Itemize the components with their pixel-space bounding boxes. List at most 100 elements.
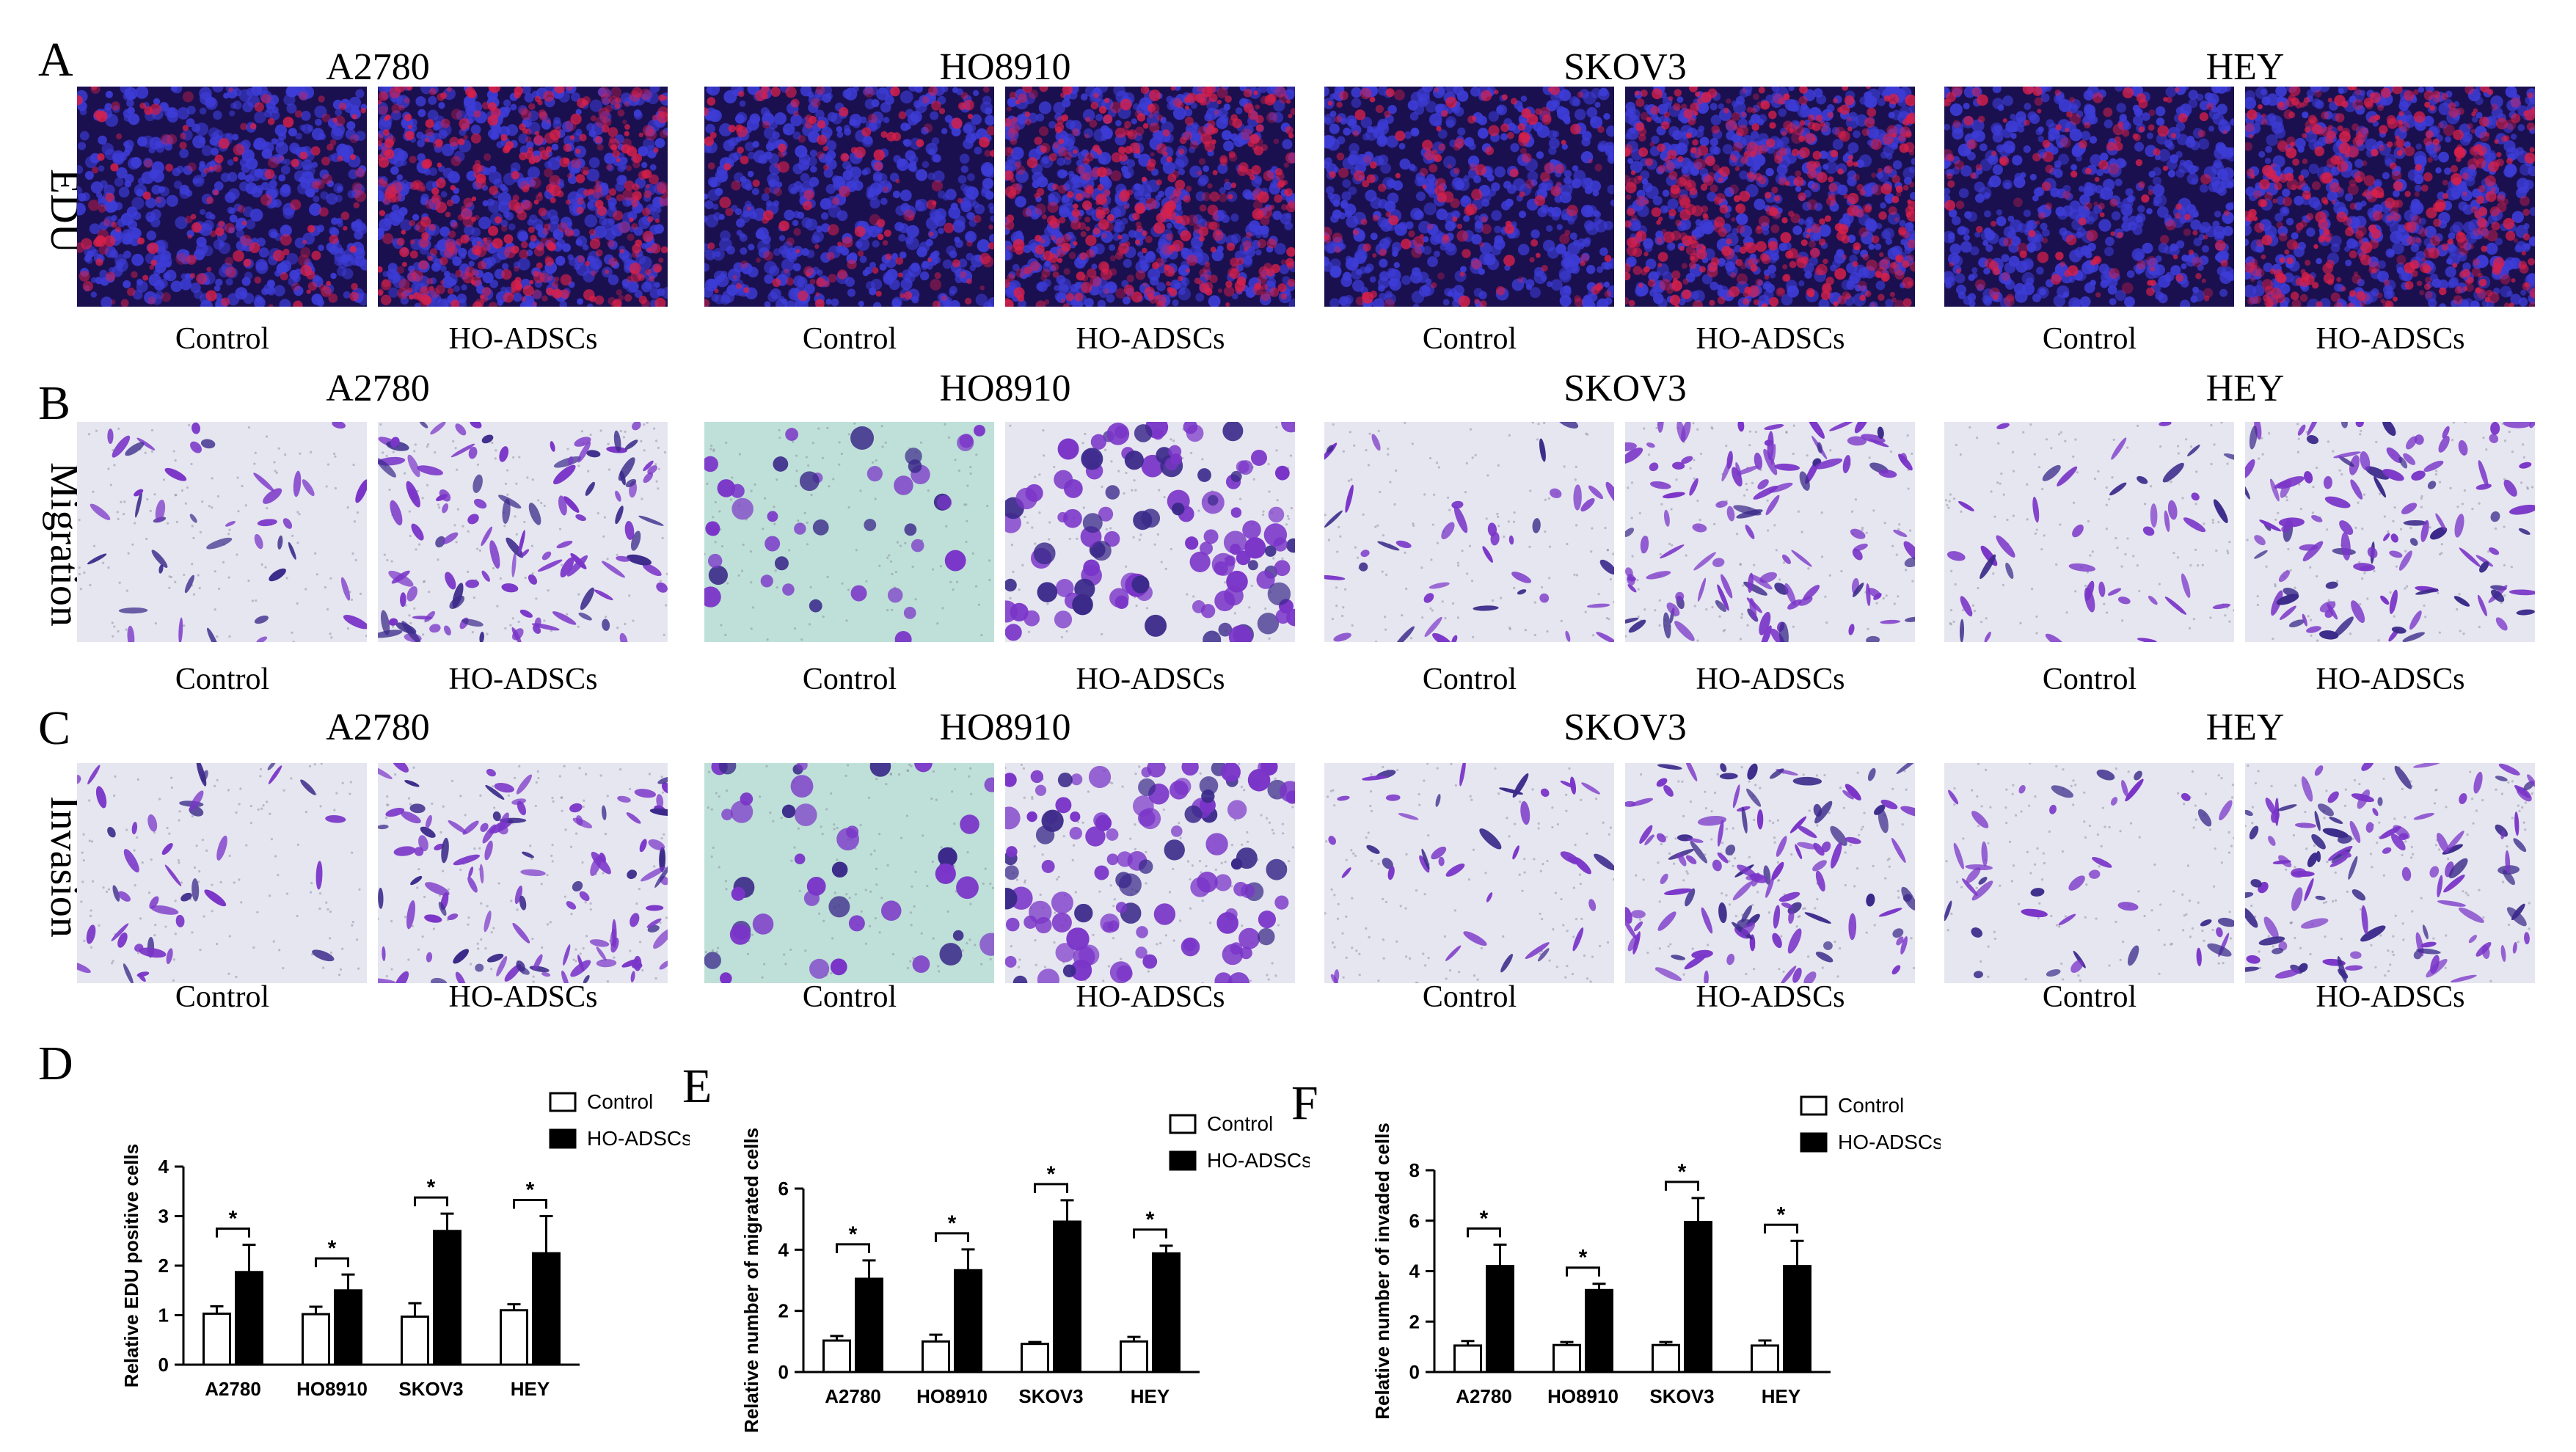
condition-label-ho-adscs: HO-ADSCs bbox=[1696, 980, 1845, 1014]
condition-label-control: Control bbox=[175, 322, 270, 356]
bar-control bbox=[1751, 1344, 1779, 1373]
significance-bracket bbox=[414, 1196, 448, 1207]
condition-label-ho-adscs: HO-ADSCs bbox=[2316, 663, 2465, 696]
significance-star: * bbox=[1777, 1203, 1786, 1227]
bar-control bbox=[202, 1312, 231, 1366]
micrograph-edu-a2780-ho-adscs bbox=[378, 87, 668, 307]
legend-swatch-ho-adscs bbox=[1169, 1150, 1197, 1171]
significance-bracket bbox=[513, 1199, 547, 1209]
x-tick-label: SKOV3 bbox=[398, 1378, 463, 1400]
condition-label-control: Control bbox=[1422, 663, 1517, 696]
bar-control bbox=[1652, 1343, 1680, 1373]
micrograph-migration-hey-control bbox=[1944, 422, 2234, 642]
significance-star: * bbox=[1579, 1246, 1588, 1270]
bar-ho-adscs bbox=[1486, 1265, 1514, 1373]
cell-line-title-a2780: A2780 bbox=[326, 368, 430, 409]
significance-star: * bbox=[1678, 1160, 1687, 1184]
y-tick-label: 8 bbox=[1409, 1159, 1420, 1181]
y-tick-label: 0 bbox=[1409, 1361, 1420, 1383]
significance-bracket bbox=[1566, 1266, 1600, 1277]
y-tick-label: 6 bbox=[1409, 1210, 1420, 1232]
condition-label-control: Control bbox=[1422, 322, 1517, 356]
bar-ho-adscs bbox=[855, 1277, 883, 1373]
y-tick-label: 0 bbox=[158, 1354, 169, 1376]
cell-line-title-hey: HEY bbox=[2205, 707, 2285, 748]
micrograph-invasion-a2780-control bbox=[77, 763, 367, 983]
cell-line-title-ho8910: HO8910 bbox=[939, 46, 1071, 88]
significance-bracket bbox=[1133, 1228, 1167, 1238]
significance-star: * bbox=[1047, 1162, 1056, 1186]
micrograph-invasion-skov3-ho-adscs bbox=[1625, 763, 1915, 983]
bar-control bbox=[922, 1340, 950, 1373]
x-tick-label: HO8910 bbox=[916, 1385, 988, 1407]
significance-bracket bbox=[1034, 1183, 1068, 1193]
significance-star: * bbox=[229, 1207, 238, 1231]
bar-control bbox=[1453, 1344, 1482, 1373]
cell-line-title-skov3: SKOV3 bbox=[1564, 707, 1687, 748]
significance-star: * bbox=[427, 1175, 436, 1200]
significance-star: * bbox=[526, 1178, 535, 1203]
legend-label-control: Control bbox=[1207, 1112, 1273, 1135]
significance-star: * bbox=[1480, 1206, 1489, 1230]
bar-control bbox=[822, 1339, 851, 1373]
micrograph-invasion-hey-ho-adscs bbox=[2245, 763, 2535, 983]
micrograph-edu-skov3-ho-adscs bbox=[1625, 87, 1915, 307]
panel-letter-a: A bbox=[38, 33, 73, 87]
micrograph-migration-hey-ho-adscs bbox=[2245, 422, 2535, 642]
condition-label-control: Control bbox=[175, 980, 270, 1014]
y-tick-label: 6 bbox=[778, 1178, 789, 1200]
micrograph-edu-hey-ho-adscs bbox=[2245, 87, 2535, 307]
x-tick-label: SKOV3 bbox=[1649, 1385, 1714, 1407]
legend-swatch-control bbox=[549, 1092, 577, 1112]
micrograph-edu-a2780-control bbox=[77, 87, 367, 307]
bar-control bbox=[500, 1309, 528, 1366]
x-tick-label: A2780 bbox=[1456, 1385, 1512, 1407]
legend-label-control: Control bbox=[1838, 1094, 1904, 1117]
condition-label-control: Control bbox=[2042, 663, 2137, 696]
condition-label-ho-adscs: HO-ADSCs bbox=[448, 980, 598, 1014]
condition-label-control: Control bbox=[2042, 980, 2137, 1014]
condition-label-control: Control bbox=[175, 663, 270, 696]
chart-invaded: 0 2 4 6 8 Relative number of invaded cells A27… bbox=[1371, 1094, 1941, 1420]
bar-ho-adscs bbox=[235, 1271, 263, 1366]
panel-letter-b: B bbox=[38, 376, 71, 430]
y-tick-label: 2 bbox=[158, 1255, 169, 1277]
micrograph-invasion-a2780-ho-adscs bbox=[378, 763, 668, 983]
significance-bracket bbox=[1764, 1223, 1798, 1234]
cell-line-title-ho8910: HO8910 bbox=[939, 368, 1071, 409]
legend-label-ho-adscs: HO-ADSCs bbox=[587, 1127, 690, 1150]
y-axis-label: Relative number of migrated cells bbox=[740, 1128, 762, 1433]
chart-migrated: 0 2 4 6 Relative number of migrated cells A27… bbox=[740, 1112, 1310, 1433]
y-tick-label: 4 bbox=[1409, 1261, 1420, 1283]
x-tick-label: SKOV3 bbox=[1018, 1385, 1083, 1407]
cell-line-title-hey: HEY bbox=[2205, 368, 2285, 409]
bar-control bbox=[302, 1313, 330, 1366]
y-tick-label: 0 bbox=[778, 1361, 789, 1383]
x-tick-label: HEY bbox=[511, 1378, 550, 1400]
y-tick-label: 3 bbox=[158, 1205, 169, 1227]
micrograph-invasion-skov3-control bbox=[1324, 763, 1614, 983]
bar-control bbox=[1021, 1343, 1049, 1373]
x-tick-label: HEY bbox=[1762, 1385, 1800, 1407]
bar-ho-adscs bbox=[433, 1230, 461, 1366]
condition-label-ho-adscs: HO-ADSCs bbox=[2316, 980, 2465, 1014]
cell-line-title-skov3: SKOV3 bbox=[1564, 46, 1687, 88]
x-tick-label: HEY bbox=[1131, 1385, 1170, 1407]
bar-ho-adscs bbox=[1783, 1265, 1811, 1373]
legend-label-control: Control bbox=[587, 1090, 653, 1113]
legend-label-ho-adscs: HO-ADSCs bbox=[1838, 1131, 1941, 1153]
micrograph-invasion-ho8910-control bbox=[704, 763, 994, 983]
micrograph-migration-a2780-control bbox=[77, 422, 367, 642]
condition-label-ho-adscs: HO-ADSCs bbox=[448, 663, 598, 696]
micrograph-migration-ho8910-ho-adscs bbox=[1005, 422, 1295, 642]
micrograph-migration-skov3-ho-adscs bbox=[1625, 422, 1915, 642]
significance-bracket bbox=[836, 1243, 870, 1253]
x-tick-label: HO8910 bbox=[296, 1378, 368, 1400]
y-axis-label: Relative EDU positive cells bbox=[120, 1144, 142, 1387]
chart-edu-positive: 0 1 2 3 4 Relative EDU positive cells A2780 * HO… bbox=[120, 1090, 690, 1400]
cell-line-title-skov3: SKOV3 bbox=[1564, 368, 1687, 409]
micrograph-migration-ho8910-control bbox=[704, 422, 994, 642]
condition-label-control: Control bbox=[802, 322, 897, 356]
significance-bracket bbox=[1467, 1227, 1501, 1238]
significance-star: * bbox=[1146, 1208, 1155, 1232]
